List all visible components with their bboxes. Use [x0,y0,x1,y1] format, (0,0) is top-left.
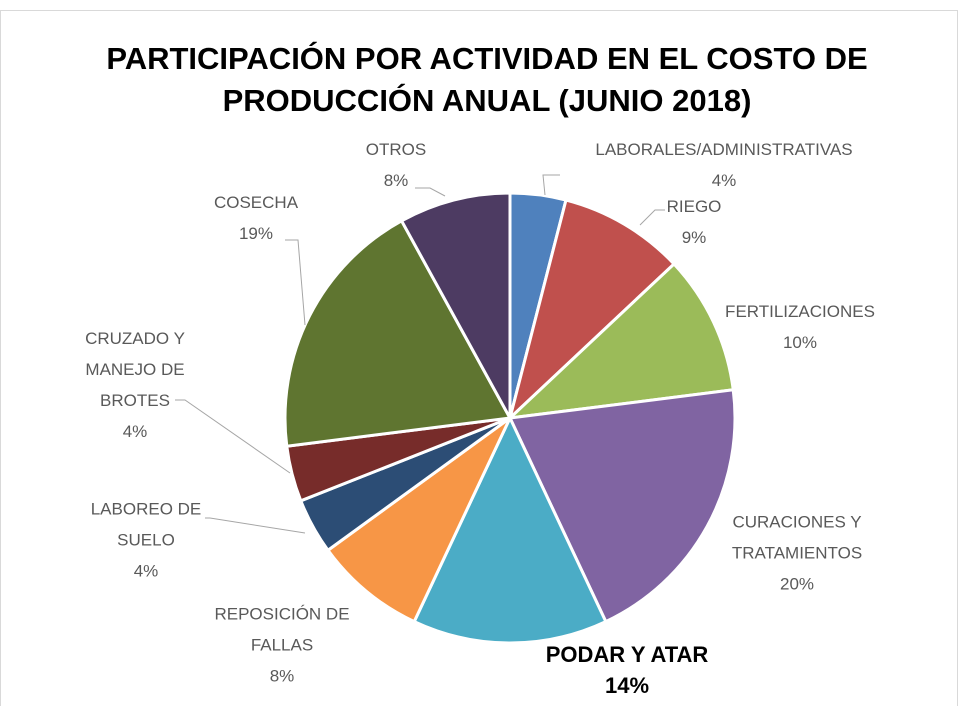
slice-label: OTROS 8% [366,134,426,196]
value-label: 8% [383,171,409,190]
slice-label: LABOREO DE SUELO 4% [91,494,202,587]
value-label: 4% [711,171,737,190]
leader-line [415,187,446,197]
value-label: 9% [681,228,707,247]
value-label: 10% [782,333,818,352]
category-label: CRUZADO Y MANEJO DE BROTES [85,329,185,410]
category-label: LABORALES/ADMINISTRATIVAS [595,140,853,159]
slice-label: FERTILIZACIONES 10% [725,296,875,358]
leader-line [639,209,665,226]
value-label: 19% [238,224,274,243]
leader-line [205,517,306,534]
category-label: COSECHA [213,193,299,212]
slice-label: PODAR Y ATAR 14% [546,639,709,701]
pie-slice [505,261,735,421]
leader-line [175,399,291,474]
slice-label: CURACIONES Y TRATAMIENTOS 20% [732,507,862,600]
value-label: 4% [133,561,159,581]
slice-label: CRUZADO Y MANEJO DE BROTES 4% [85,323,185,447]
category-label: PODAR Y ATAR [545,642,709,667]
slice-label: REPOSICIÓN DE FALLAS 8% [214,599,349,692]
chart-title: PARTICIPACIÓN POR ACTIVIDAD EN EL COSTO … [106,41,868,118]
leader-line [542,174,560,196]
category-label: REPOSICIÓN DE FALLAS [214,604,350,655]
pie-slice [412,414,608,645]
pie-slice [507,388,737,624]
chart-frame [0,10,958,706]
slice-label: RIEGO 9% [667,191,722,253]
slice-label: COSECHA 19% [214,187,298,249]
leader-line [285,239,306,326]
category-label: FERTILIZACIONES [725,302,875,321]
pie-slice [399,191,512,419]
category-label: RIEGO [666,197,722,216]
value-label: 20% [779,574,815,594]
value-label: 4% [122,422,148,441]
value-label: 14% [604,673,650,698]
value-label: 8% [269,666,295,686]
category-label: CURACIONES Y TRATAMIENTOS [731,512,863,563]
category-label: LABOREO DE SUELO [90,499,202,550]
pie-slice [325,416,512,624]
category-label: OTROS [365,140,427,159]
pie-slice [283,218,513,448]
slice-label: LABORALES/ADMINISTRATIVAS 4% [595,134,852,196]
pie-slice [507,198,677,423]
